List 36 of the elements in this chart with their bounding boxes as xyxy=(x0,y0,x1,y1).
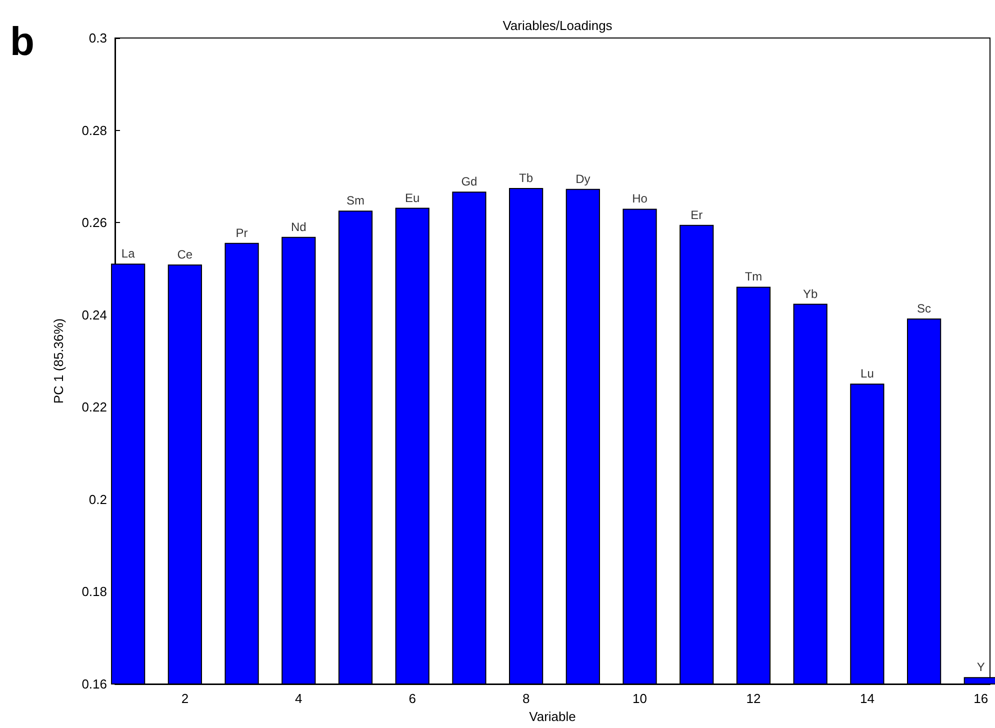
y-tick-label: 0.24 xyxy=(82,307,107,322)
x-tick-label: 14 xyxy=(860,691,874,706)
annotation: Sc xyxy=(917,302,932,316)
annotation: La xyxy=(121,246,136,261)
x-tick-label: 8 xyxy=(522,691,530,706)
x-axis-title: Variable xyxy=(529,709,576,724)
x-tick-label: 4 xyxy=(295,691,302,706)
annotation: Pr xyxy=(236,226,248,240)
annotation: Eu xyxy=(405,190,420,205)
annotation: Yb xyxy=(802,286,818,301)
annotation: Tb xyxy=(519,170,534,185)
annotation: Lu xyxy=(860,366,874,381)
annotation: Er xyxy=(690,208,703,222)
x-tick-label: 6 xyxy=(408,691,416,706)
annotation: Gd xyxy=(461,174,478,189)
annotation: Ce xyxy=(177,248,193,262)
annotation: Nd xyxy=(290,220,306,234)
y-tick-label: 0.3 xyxy=(88,30,107,46)
x-tick-label: 2 xyxy=(181,691,189,706)
y-tick-label: 0.16 xyxy=(82,676,107,692)
x-tick-label: 16 xyxy=(974,691,988,706)
y-tick-label: 0.22 xyxy=(82,400,107,415)
y-tick-label: 0.28 xyxy=(82,122,107,138)
text: b xyxy=(10,20,34,64)
y-axis-title: PC 1 (85.36%) xyxy=(51,318,66,404)
annotation: Dy xyxy=(576,172,590,186)
x-tick-label: 12 xyxy=(746,691,761,706)
annotation: Ho xyxy=(632,192,648,206)
chart-title: Variables/Loadings xyxy=(502,18,613,33)
annotation: Y xyxy=(976,660,985,674)
annotation: Tm xyxy=(744,270,762,284)
x-tick-label: 10 xyxy=(632,691,648,706)
y-tick-label: 0.26 xyxy=(82,215,107,230)
y-tick-label: 0.2 xyxy=(88,492,107,507)
y-tick-label: 0.18 xyxy=(82,584,107,600)
annotation: Sm xyxy=(346,194,364,208)
